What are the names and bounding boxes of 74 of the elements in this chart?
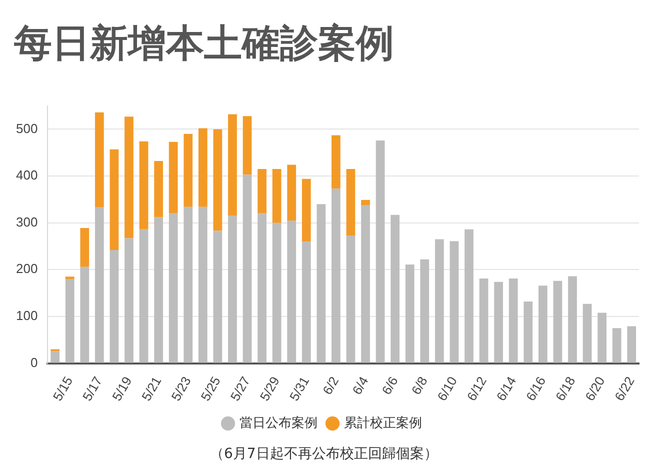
bar: [302, 178, 311, 242]
bar: [124, 238, 134, 363]
bar: [242, 116, 252, 175]
bar: [405, 264, 414, 363]
bar: [80, 266, 90, 363]
bar: [538, 286, 548, 363]
bar: [139, 229, 148, 363]
text: （6月7日起不再公布校正回歸個案）: [210, 445, 438, 463]
bar: [582, 304, 592, 363]
bar: [508, 278, 518, 363]
y-tick-label: 500: [16, 120, 38, 136]
bar: [228, 114, 237, 216]
bar: [332, 135, 340, 189]
bar: [568, 276, 577, 363]
bar: [198, 206, 208, 363]
legend-label: 累計校正案例: [344, 415, 422, 430]
bar: [258, 169, 266, 214]
legend-label: 當日公布案例: [240, 415, 318, 430]
bar: [272, 169, 282, 223]
bar: [228, 216, 237, 363]
y-tick-label: 0: [30, 354, 38, 370]
x-tick-label: 6/8: [408, 374, 430, 398]
bar: [435, 239, 444, 363]
x-tick-label: 6/2: [320, 374, 342, 398]
y-tick-label: 300: [16, 214, 38, 230]
bar: [272, 222, 282, 363]
bar: [168, 213, 178, 363]
bar: [346, 235, 356, 363]
chart-title: 每日新增本土確診案例: [14, 20, 394, 67]
bar: [65, 279, 74, 363]
bar: [524, 301, 533, 363]
y-tick-label: 200: [16, 261, 38, 276]
bar: [494, 282, 503, 363]
bar: [390, 214, 400, 363]
bar: [332, 188, 340, 363]
bar: [258, 213, 266, 363]
bar: [154, 217, 163, 363]
x-tick-label: 6/6: [378, 374, 401, 398]
bar: [316, 204, 326, 363]
bar: [110, 149, 119, 250]
bar: [553, 280, 562, 363]
bar: [110, 250, 119, 363]
bar: [184, 206, 193, 363]
bar: [154, 161, 163, 218]
bar: [287, 220, 296, 363]
bar: [184, 134, 193, 207]
bar: [65, 276, 74, 280]
bar: [420, 259, 430, 363]
bar: [80, 228, 90, 267]
y-tick-label: 400: [16, 168, 38, 183]
bar: [302, 242, 311, 363]
bar: [479, 278, 488, 363]
bar: [198, 128, 208, 207]
bar: [213, 129, 222, 231]
bar: [124, 116, 134, 238]
bar: [627, 326, 636, 363]
bar: [168, 142, 178, 214]
bar: [139, 141, 148, 230]
bar: [598, 312, 606, 363]
y-tick-label: 100: [16, 308, 38, 324]
bar: [94, 207, 104, 363]
bar: [361, 205, 370, 363]
bar: [287, 164, 296, 220]
bar: [464, 229, 474, 363]
bar: [50, 351, 60, 363]
bar: [376, 140, 385, 363]
bar: [242, 174, 252, 363]
bar: [346, 169, 356, 236]
bar: [361, 200, 370, 206]
bar: [612, 328, 622, 363]
bar: [450, 241, 459, 363]
bar: [213, 230, 222, 363]
x-tick-label: 6/4: [349, 374, 372, 398]
bar: [94, 112, 104, 208]
